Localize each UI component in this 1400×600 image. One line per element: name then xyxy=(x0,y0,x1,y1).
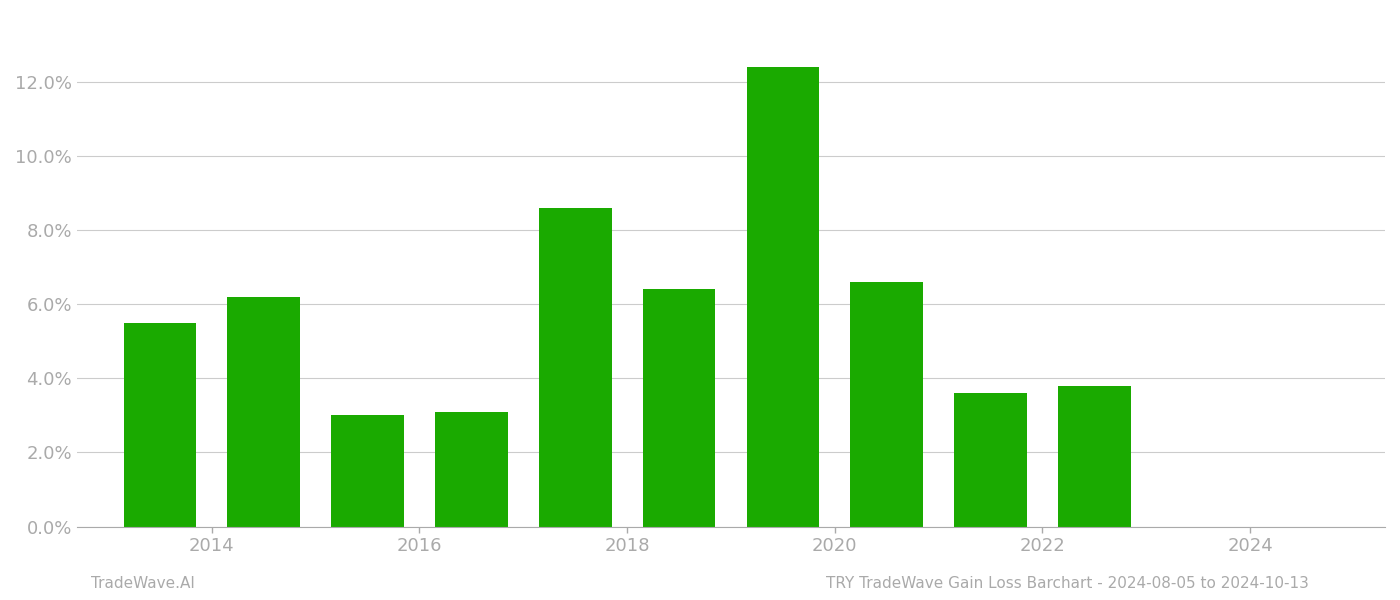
Bar xyxy=(746,67,819,527)
Bar xyxy=(332,415,403,527)
Bar xyxy=(1058,386,1131,527)
Bar xyxy=(643,289,715,527)
Bar xyxy=(955,393,1026,527)
Bar xyxy=(227,297,300,527)
Text: TRY TradeWave Gain Loss Barchart - 2024-08-05 to 2024-10-13: TRY TradeWave Gain Loss Barchart - 2024-… xyxy=(826,576,1309,591)
Text: TradeWave.AI: TradeWave.AI xyxy=(91,576,195,591)
Bar xyxy=(435,412,508,527)
Bar xyxy=(850,282,923,527)
Bar xyxy=(539,208,612,527)
Bar xyxy=(123,323,196,527)
